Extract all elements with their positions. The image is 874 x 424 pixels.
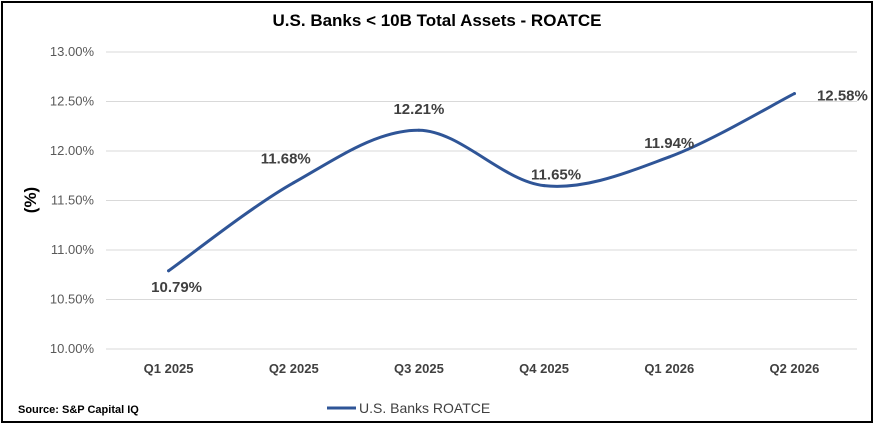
data-label: 11.65% [531,167,581,184]
data-point [417,128,421,132]
x-tick-label: Q1 2025 [144,361,194,376]
x-tick-label: Q4 2025 [519,361,569,376]
y-axis-label: (%) [21,187,40,213]
data-labels: 10.79% 11.68% 12.21% 11.65% 11.94% 12.58% [151,88,868,296]
data-label: 12.21% [393,101,444,118]
y-tick-label: 10.50% [50,292,95,307]
x-tick-label: Q1 2026 [644,361,694,376]
x-tick-label: Q3 2025 [394,361,444,376]
data-point [542,184,546,188]
y-tick-label: 12.00% [50,143,95,158]
y-axis-ticks: 10.00% 10.50% 11.00% 11.50% 12.00% 12.50% 13.0… [50,44,95,356]
legend-entry: U.S. Banks ROATCE [359,400,490,416]
chart-title: U.S. Banks < 10B Total Assets - ROATCE [273,11,602,30]
y-tick-label: 11.00% [51,242,95,257]
y-tick-label: 11.50% [51,193,95,208]
source-note: Source: S&P Capital IQ [18,404,139,416]
data-label: 11.94% [644,135,694,152]
y-tick-label: 12.50% [50,94,95,109]
data-point [167,269,171,273]
legend: U.S. Banks ROATCE [327,400,490,416]
y-tick-label: 10.00% [50,341,95,356]
gridlines [106,51,857,350]
data-label: 12.58% [817,88,868,105]
series-group [167,92,796,273]
data-point [667,155,671,159]
x-tick-label: Q2 2026 [769,361,819,376]
data-label: 10.79% [151,279,202,296]
data-point [792,92,796,96]
series-line [167,92,796,273]
data-point [292,181,296,185]
x-axis-ticks: Q1 2025 Q2 2025 Q3 2025 Q4 2025 Q1 2026 Q2 20… [144,361,820,376]
x-tick-label: Q2 2025 [269,361,319,376]
data-label: 11.68% [261,151,311,168]
y-tick-label: 13.00% [50,44,95,59]
